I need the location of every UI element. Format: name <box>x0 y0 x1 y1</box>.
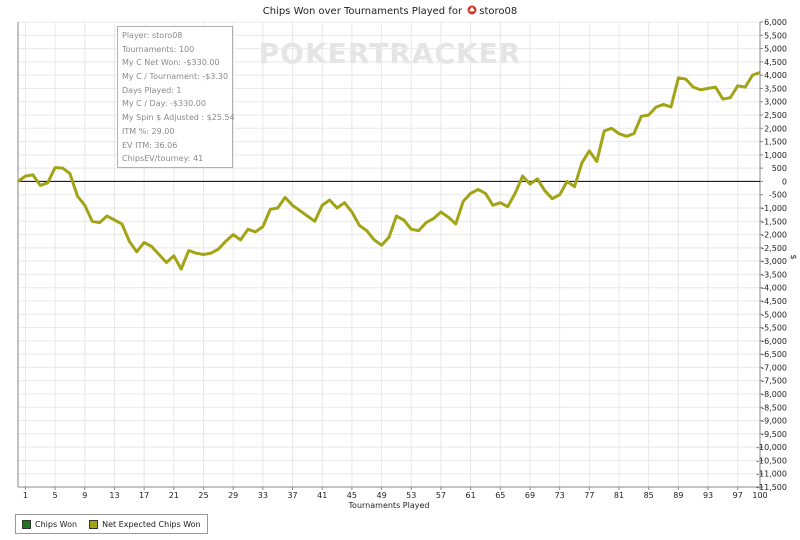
info-line: My C / Day: -$330.00 <box>122 99 206 109</box>
info-line: My C / Tournament: -$3.30 <box>122 72 229 82</box>
y-tick-label: 4,000 <box>764 71 787 80</box>
x-tick-label: 37 <box>287 491 297 500</box>
x-tick-label: 100 <box>752 491 767 500</box>
x-tick-label: 45 <box>347 491 357 500</box>
legend-label: Net Expected Chips Won <box>102 519 201 529</box>
y-tick-label: 500 <box>772 164 787 173</box>
info-line: Tournaments: 100 <box>122 44 195 54</box>
info-line: My C Net Won: -$330.00 <box>122 58 220 68</box>
info-line: My Spin $ Adjusted : $25.54 <box>122 113 235 123</box>
x-tick-label: 17 <box>139 491 149 500</box>
legend-swatch <box>22 519 31 529</box>
x-tick-label: 85 <box>644 491 654 500</box>
spade-logo-icon <box>467 5 477 15</box>
x-tick-label: 5 <box>53 491 58 500</box>
y-tick-label: -6,000 <box>761 337 787 346</box>
y-tick-label: -9,500 <box>761 430 787 439</box>
y-tick-label: -9,000 <box>761 417 787 426</box>
y-tick-label: -6,500 <box>761 350 787 359</box>
y-tick-label: -8,500 <box>761 403 787 412</box>
player-name: storo08 <box>479 6 518 17</box>
y-tick-label: 1,500 <box>764 138 787 147</box>
y-tick-label: -2,000 <box>761 231 787 240</box>
y-tick-label: -4,500 <box>761 297 787 306</box>
legend: Chips Won Net Expected Chips Won <box>15 514 208 534</box>
x-tick-label: 73 <box>555 491 565 500</box>
x-tick-label: 89 <box>673 491 683 500</box>
y-tick-label: -10,500 <box>756 456 787 465</box>
info-line: Player: storo08 <box>122 31 183 40</box>
x-tick-label: 69 <box>525 491 535 500</box>
x-tick-label: 13 <box>109 491 119 500</box>
y-tick-label: 3,000 <box>764 98 787 107</box>
y-axis: 6,000 5,500 5,000 4,500 4,000 3,500 3,000 2,500… <box>756 18 787 492</box>
y-tick-label: 5,000 <box>764 45 787 54</box>
x-tick-label: 93 <box>703 491 713 500</box>
legend-swatch <box>89 519 99 529</box>
y-tick-label: 4,500 <box>764 58 787 67</box>
x-tick-label: 33 <box>258 491 268 500</box>
y-tick-label: -5,500 <box>761 324 787 333</box>
stats-info-box: Player: storo08 Tournaments: 100 My C Net … <box>117 26 235 168</box>
x-tick-label: 9 <box>82 491 87 500</box>
y-tick-label: -2,500 <box>761 244 787 253</box>
legend-label: Chips Won <box>35 519 78 529</box>
y-tick-label: -4,000 <box>761 284 787 293</box>
y-tick-label: -1,000 <box>761 204 787 213</box>
x-tick-label: 53 <box>406 491 416 500</box>
x-tick-label: 1 <box>23 491 28 500</box>
pokertracker-watermark: POKERTRACKER <box>259 37 522 70</box>
y-tick-label: 5,500 <box>764 31 787 40</box>
y-tick-label: -3,000 <box>761 257 787 266</box>
y-tick-label: -7,000 <box>761 363 787 372</box>
x-tick-label: 21 <box>169 491 179 500</box>
legend-item: Net Expected Chips Won <box>89 519 201 529</box>
x-tick-label: 97 <box>733 491 743 500</box>
info-line: ITM %: 29.00 <box>122 126 175 136</box>
y-tick-label: 3,500 <box>764 84 787 93</box>
y-tick-label: -11,500 <box>756 483 787 492</box>
y-tick-label: -7,500 <box>761 377 787 386</box>
x-axis: 1 5 9 13 17 21 25 29 33 37 41 45 49 53 57 61 65 69 73 77 81 8… <box>23 487 768 500</box>
y-tick-label: 1,000 <box>764 151 787 160</box>
x-tick-label: 49 <box>376 491 386 500</box>
y-tick-label: -1,500 <box>761 217 787 226</box>
legend-item: Chips Won <box>22 519 78 529</box>
info-line: Days Played: 1 <box>122 85 182 95</box>
y-axis-label: $ <box>789 254 798 259</box>
y-tick-label: 0 <box>782 177 787 186</box>
series-layer <box>17 71 761 271</box>
x-tick-label: 29 <box>228 491 238 500</box>
x-tick-label: 25 <box>198 491 208 500</box>
x-tick-label: 77 <box>584 491 594 500</box>
chart-title: Chips Won over Tournaments Played for st… <box>0 5 780 17</box>
chart-title-text: Chips Won over Tournaments Played for <box>262 6 463 17</box>
x-tick-label: 61 <box>466 491 476 500</box>
x-axis-label: Tournaments Played <box>348 501 430 510</box>
info-line: ChipsEV/tourney: 41 <box>122 154 204 164</box>
y-tick-label: 2,500 <box>764 111 787 120</box>
y-tick-label: -11,000 <box>756 470 787 479</box>
y-tick-label: -5,000 <box>761 310 787 319</box>
y-tick-label: -500 <box>769 191 787 200</box>
y-tick-label: -8,000 <box>761 390 787 399</box>
x-tick-label: 41 <box>317 491 327 500</box>
x-tick-label: 65 <box>495 491 505 500</box>
y-tick-label: -10,000 <box>756 443 787 452</box>
y-tick-label: -3,500 <box>761 270 787 279</box>
x-tick-label: 81 <box>614 491 624 500</box>
y-tick-label: 2,000 <box>764 124 787 133</box>
info-line: EV ITM: 36.06 <box>122 140 178 150</box>
series-line-net-expected-chips-won <box>17 71 761 271</box>
y-tick-label: 6,000 <box>764 18 787 27</box>
x-tick-label: 57 <box>436 491 446 500</box>
